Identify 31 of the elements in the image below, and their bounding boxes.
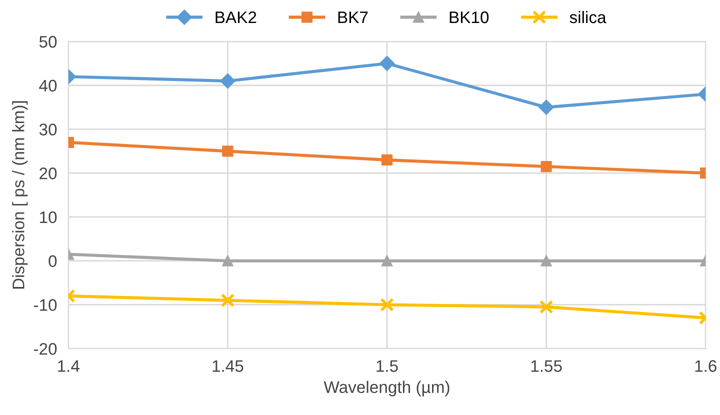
y-tick-label: 0 bbox=[48, 255, 57, 268]
point bbox=[381, 154, 393, 166]
y-tick-label: -20 bbox=[34, 343, 57, 355]
x-tick-label: 1.5 bbox=[376, 360, 398, 372]
legend-label: BAK2 bbox=[216, 11, 256, 24]
y-tick-label: 50 bbox=[39, 36, 57, 48]
point bbox=[540, 255, 552, 266]
x-tick-label: 1.6 bbox=[695, 360, 716, 372]
y-tick-label: 40 bbox=[39, 80, 57, 92]
x-axis-title: Wavelength (µm) bbox=[324, 380, 450, 396]
y-tick-label: -10 bbox=[34, 299, 57, 311]
point bbox=[379, 56, 395, 72]
y-tick-label: 20 bbox=[40, 168, 57, 180]
point bbox=[380, 298, 394, 312]
x-tick-label: 1.4 bbox=[58, 360, 80, 372]
y-tick-label: 10 bbox=[40, 211, 57, 224]
point bbox=[539, 300, 554, 314]
point bbox=[222, 146, 234, 157]
point bbox=[220, 73, 236, 89]
point bbox=[538, 100, 554, 115]
point bbox=[222, 255, 234, 266]
x-tick-label: 1.55 bbox=[531, 360, 562, 372]
x-tick-label: 1.45 bbox=[212, 360, 244, 372]
legend-label: BK7 bbox=[338, 12, 368, 24]
point bbox=[220, 293, 235, 308]
y-tick-label: 30 bbox=[39, 124, 57, 136]
y-axis-title: Dispersion [ ps / (nm km)] bbox=[12, 101, 28, 289]
legend-label: silica bbox=[570, 10, 606, 24]
legend-label: BK10 bbox=[450, 11, 489, 24]
point bbox=[540, 160, 552, 172]
point bbox=[381, 255, 393, 266]
